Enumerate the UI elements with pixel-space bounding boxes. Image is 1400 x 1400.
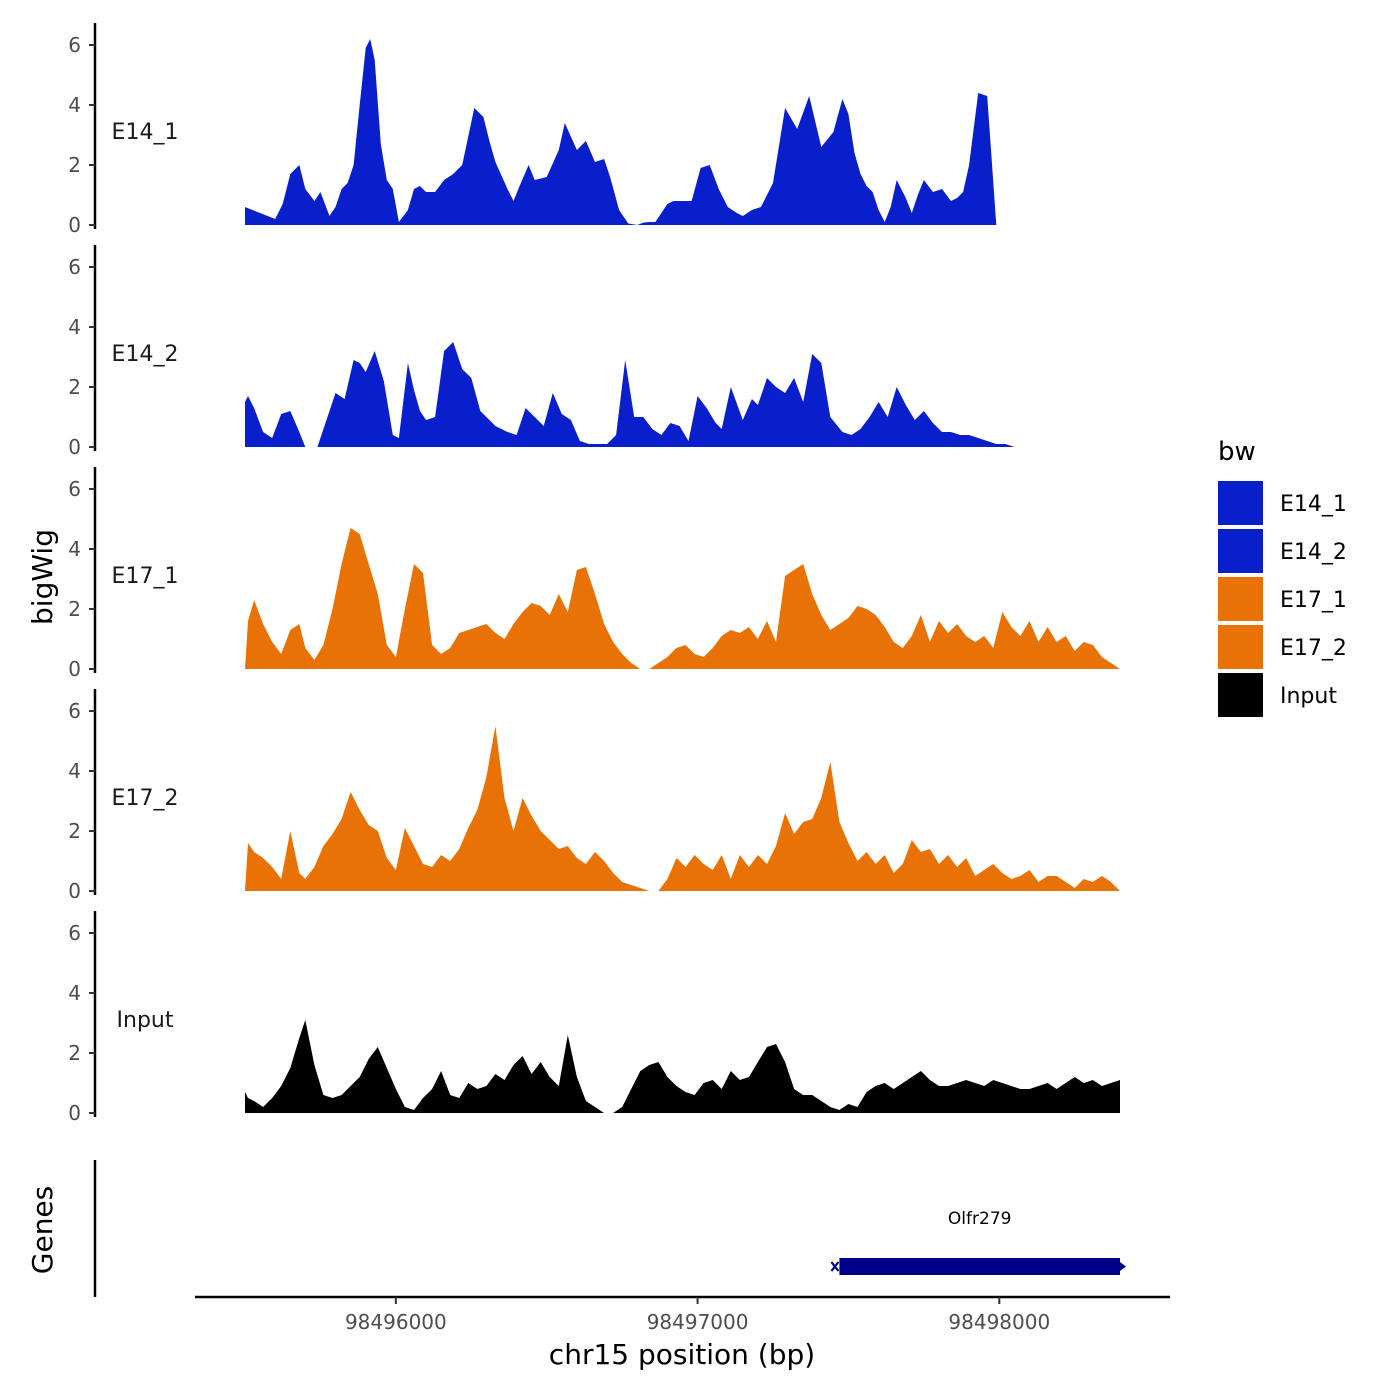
legend-label: E14_2 [1280,540,1347,565]
genes-track-title: Genes [26,1186,59,1274]
y-tick-label: 4 [68,315,81,339]
track-E17_1: 0 2 4 6 E17_1 [68,467,1120,681]
track-label: E14_2 [112,342,179,367]
y-tick-label: 2 [68,819,81,843]
y-tick-label: 4 [68,537,81,561]
coverage-area [245,528,1120,669]
x-tick-label: 98496000 [345,1310,447,1334]
track-E14_2: 0 2 4 6 E14_2 [68,245,1120,459]
legend-key [1218,577,1263,621]
x-tick-label: 98498000 [948,1310,1050,1334]
track-label: E17_2 [112,786,179,811]
legend-label: E14_1 [1280,492,1347,517]
track-label: E14_1 [112,120,179,145]
track-label: Input [117,1008,174,1033]
legend-key [1218,481,1263,525]
genes-track: Genes Olfr279 [26,1160,1126,1297]
y-tick-label: 6 [68,255,81,279]
gene-label: Olfr279 [948,1209,1012,1229]
y-tick-label: 6 [68,477,81,501]
legend-key [1218,529,1263,573]
y-tick-label: 2 [68,597,81,621]
track-label: E17_1 [112,564,179,589]
track-E17_2: 0 2 4 6 E17_2 [68,689,1120,903]
y-tick-label: 4 [68,93,81,117]
gene-end-arrow [1120,1262,1126,1271]
bigwig-tracks: 0 2 4 6 E14_1 0 2 4 6 E14_2 0 2 4 6 E17_1 0 2 4 6 E17_2 0 2 4 6… [68,23,1120,1125]
x-tick-label: 98497000 [647,1310,749,1334]
y-tick-label: 0 [68,657,81,681]
y-tick-label: 0 [68,213,81,237]
legend-title: bw [1218,437,1256,467]
strand-arrow [830,1261,840,1272]
coverage-area [245,1020,1120,1113]
y-tick-label: 4 [68,981,81,1005]
y-axis-title: bigWig [26,529,59,625]
y-tick-label: 6 [68,699,81,723]
coverage-area [245,39,1120,225]
y-tick-label: 2 [68,1041,81,1065]
y-tick-label: 2 [68,153,81,177]
legend-key [1218,673,1263,717]
y-tick-label: 0 [68,435,81,459]
track-Input: 0 2 4 6 Input [68,911,1120,1125]
legend: bw E14_1 E14_2 E17_1 E17_2 Input [1218,437,1347,717]
legend-key [1218,625,1263,669]
x-axis: 98496000 98497000 98498000 chr15 position (… [195,1295,1170,1371]
legend-label: Input [1280,684,1337,709]
y-tick-label: 4 [68,759,81,783]
legend-label: E17_1 [1280,588,1347,613]
track-E14_1: 0 2 4 6 E14_1 [68,23,1120,237]
y-tick-label: 0 [68,1101,81,1125]
coverage-area [245,726,1120,891]
x-axis-title: chr15 position (bp) [549,1338,815,1371]
legend-label: E17_2 [1280,636,1347,661]
y-tick-label: 6 [68,33,81,57]
y-tick-label: 0 [68,879,81,903]
y-tick-label: 6 [68,921,81,945]
gene-body [839,1258,1120,1275]
y-tick-label: 2 [68,375,81,399]
coverage-area [245,342,1120,447]
